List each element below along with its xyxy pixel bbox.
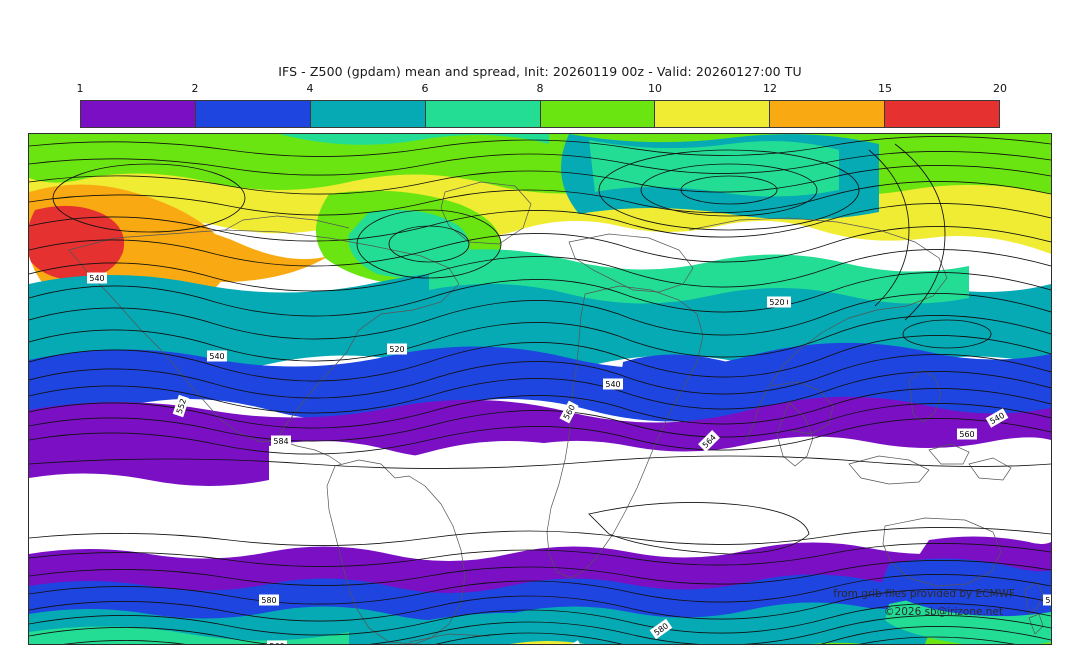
map-panel[interactable]: 5405405525845205405605645205205405605405… (28, 133, 1052, 645)
contour-label: 584 (271, 435, 291, 447)
svg-text:560: 560 (269, 642, 284, 644)
svg-text:580: 580 (261, 596, 276, 605)
svg-text:520: 520 (769, 298, 784, 307)
colorbar-tick-12: 12 (763, 82, 777, 95)
svg-text:520: 520 (389, 345, 404, 354)
copyright-credit: ©2026 sb@irizone.net (884, 606, 1003, 618)
contour-label: 540 (603, 378, 623, 390)
colorbar-tick-10: 10 (648, 82, 662, 95)
colorbar-tick-20: 20 (993, 82, 1007, 95)
colorbar-tick-labels: 1 2 4 6 8 10 12 15 20 (76, 82, 1008, 98)
svg-text:540: 540 (605, 380, 620, 389)
colorbar-tick-2: 2 (191, 82, 199, 95)
colorbar-segment-1-2 (81, 101, 195, 127)
colorbar-segment-15-20 (884, 101, 999, 127)
contour-label: 560 (267, 640, 287, 644)
contour-label: 580 (1043, 594, 1051, 606)
svg-text:560: 560 (959, 430, 974, 439)
colorbar-tick-4: 4 (306, 82, 314, 95)
colorbar-segment-8-10 (539, 101, 655, 127)
colorbar-segment-10-12 (654, 101, 770, 127)
colorbar-segment-6-8 (424, 101, 540, 127)
contour-label: 520 (387, 343, 407, 355)
svg-text:580: 580 (1045, 596, 1051, 605)
svg-text:540: 540 (89, 274, 104, 283)
contour-label: 560 (957, 428, 977, 440)
colorbar (80, 100, 1000, 128)
contour-label: 540 (207, 350, 227, 362)
spread-contour-map: 5405405525845205405605645205205405605405… (29, 134, 1051, 644)
colorbar-gradient (80, 100, 1000, 128)
spread-shading-north (29, 134, 1051, 570)
colorbar-tick-6: 6 (421, 82, 429, 95)
contour-label: 520 (767, 296, 787, 308)
svg-text:552: 552 (175, 397, 188, 414)
data-source-credit: from grib files provided by ECMWF (833, 588, 1015, 600)
height-contours (29, 136, 1051, 644)
contour-label: 552 (172, 394, 190, 418)
colorbar-segment-4-6 (309, 101, 425, 127)
contour-label: 580 (259, 594, 279, 606)
svg-text:540: 540 (209, 352, 224, 361)
contour-label: 540 (87, 272, 107, 284)
colorbar-tick-8: 8 (536, 82, 544, 95)
colorbar-tick-1: 1 (76, 82, 84, 95)
colorbar-tick-15: 15 (878, 82, 892, 95)
colorbar-segment-2-4 (194, 101, 310, 127)
colorbar-segment-12-15 (769, 101, 885, 127)
svg-text:584: 584 (273, 437, 288, 446)
page-title: IFS - Z500 (gpdam) mean and spread, Init… (278, 64, 802, 79)
